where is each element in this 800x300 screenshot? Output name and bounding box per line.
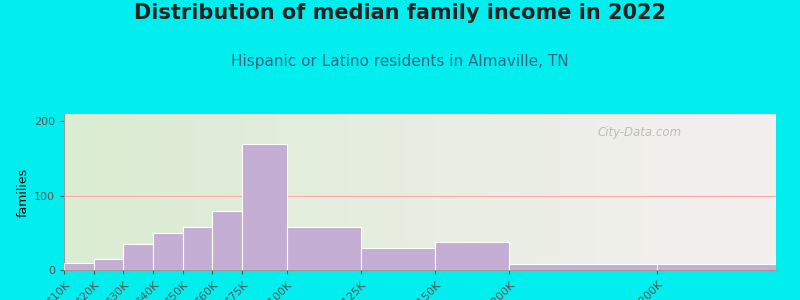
Bar [123,244,153,270]
Bar [509,264,658,270]
Bar [64,262,94,270]
Bar [361,248,435,270]
Bar [242,144,286,270]
Bar [94,259,123,270]
Text: Distribution of median family income in 2022: Distribution of median family income in … [134,3,666,23]
Bar [153,233,182,270]
Bar [182,227,212,270]
Bar [658,264,776,270]
Text: City-Data.com: City-Data.com [598,127,682,140]
Bar [435,242,509,270]
Bar [286,227,361,270]
Text: Hispanic or Latino residents in Almaville, TN: Hispanic or Latino residents in Almavill… [231,54,569,69]
Bar [212,211,242,270]
Y-axis label: families: families [17,167,30,217]
